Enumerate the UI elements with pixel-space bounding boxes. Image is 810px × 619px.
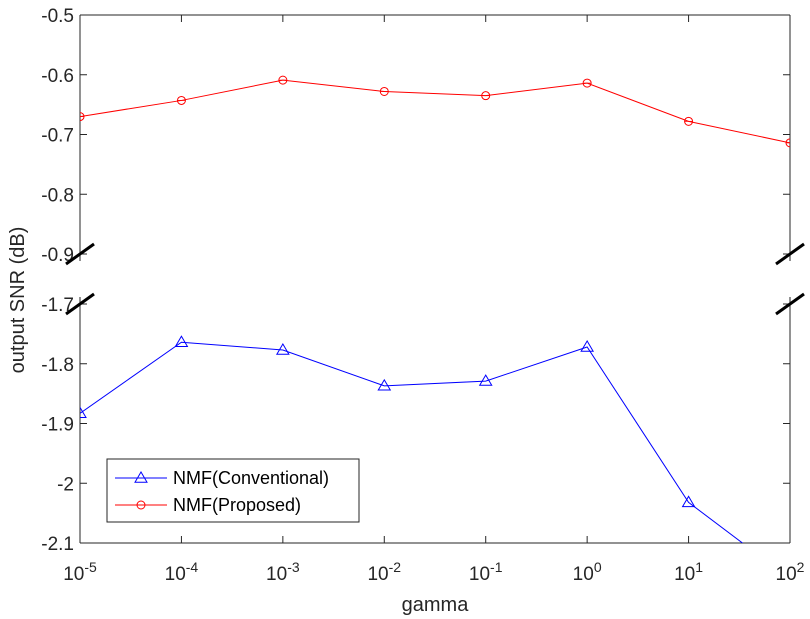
legend-label: NMF(Conventional): [173, 468, 329, 488]
plot-area: [80, 15, 790, 543]
axis-break-marks: [65, 242, 805, 316]
y-tick-label: -1.9: [41, 415, 74, 436]
legend: NMF(Conventional) NMF(Proposed): [106, 458, 360, 523]
y-tick-label: -2: [57, 474, 74, 495]
y-tick-label: -0.8: [41, 185, 74, 206]
x-tick-label: 10-1: [469, 559, 503, 585]
y-axis-title: output SNR (dB): [7, 227, 29, 374]
axis-break-slash: [775, 292, 805, 316]
x-tick-label: 10-5: [63, 559, 97, 585]
y-tick-label: -0.6: [41, 66, 74, 87]
y-tick-label: -1.7: [41, 295, 74, 316]
legend-marker-circle: [136, 500, 146, 510]
legend-marker-triangle: [134, 471, 148, 483]
axis-break-slash: [65, 242, 95, 266]
x-tick-label: 102: [776, 559, 805, 585]
data-point-triangle: [681, 495, 696, 508]
legend-label: NMF(Proposed): [173, 495, 301, 515]
y-tick-label: -1.8: [41, 355, 74, 376]
x-tick-label: 10-4: [165, 559, 199, 585]
x-tick-label: 100: [573, 559, 602, 585]
axis-break-slash: [775, 242, 805, 266]
series-layer: [80, 75, 790, 543]
data-point-triangle: [478, 374, 493, 386]
series-line: [80, 79, 790, 144]
series-nmf-conventional: [80, 335, 744, 543]
x-tick-label: 101: [674, 559, 703, 585]
y-tick-label: -0.7: [41, 126, 74, 147]
data-point-triangle: [275, 343, 290, 355]
x-axis-title: gamma: [402, 594, 470, 616]
y-tick-label: -0.9: [41, 245, 74, 266]
series-nmf-proposed: [80, 75, 790, 148]
x-tick-label: 10-3: [266, 559, 300, 585]
legend-box: [106, 458, 360, 523]
axes: -0.5 -0.6 -0.7 -0.8 -0.9 -1.7 -1.8 -1.9 -2 -2.1 10…: [41, 6, 804, 585]
data-point-triangle: [580, 340, 595, 352]
y-tick-label: -0.5: [41, 6, 74, 27]
data-point-triangle: [80, 406, 87, 419]
y-tick-label: -2.1: [41, 534, 74, 555]
axis-gap-right: [784, 261, 796, 297]
data-point-triangle: [174, 335, 189, 347]
axis-gap-left: [74, 261, 86, 297]
x-tick-label: 10-2: [367, 559, 401, 585]
axis-break-slash: [65, 292, 95, 316]
data-point-triangle: [377, 378, 392, 391]
series-line: [80, 341, 744, 543]
